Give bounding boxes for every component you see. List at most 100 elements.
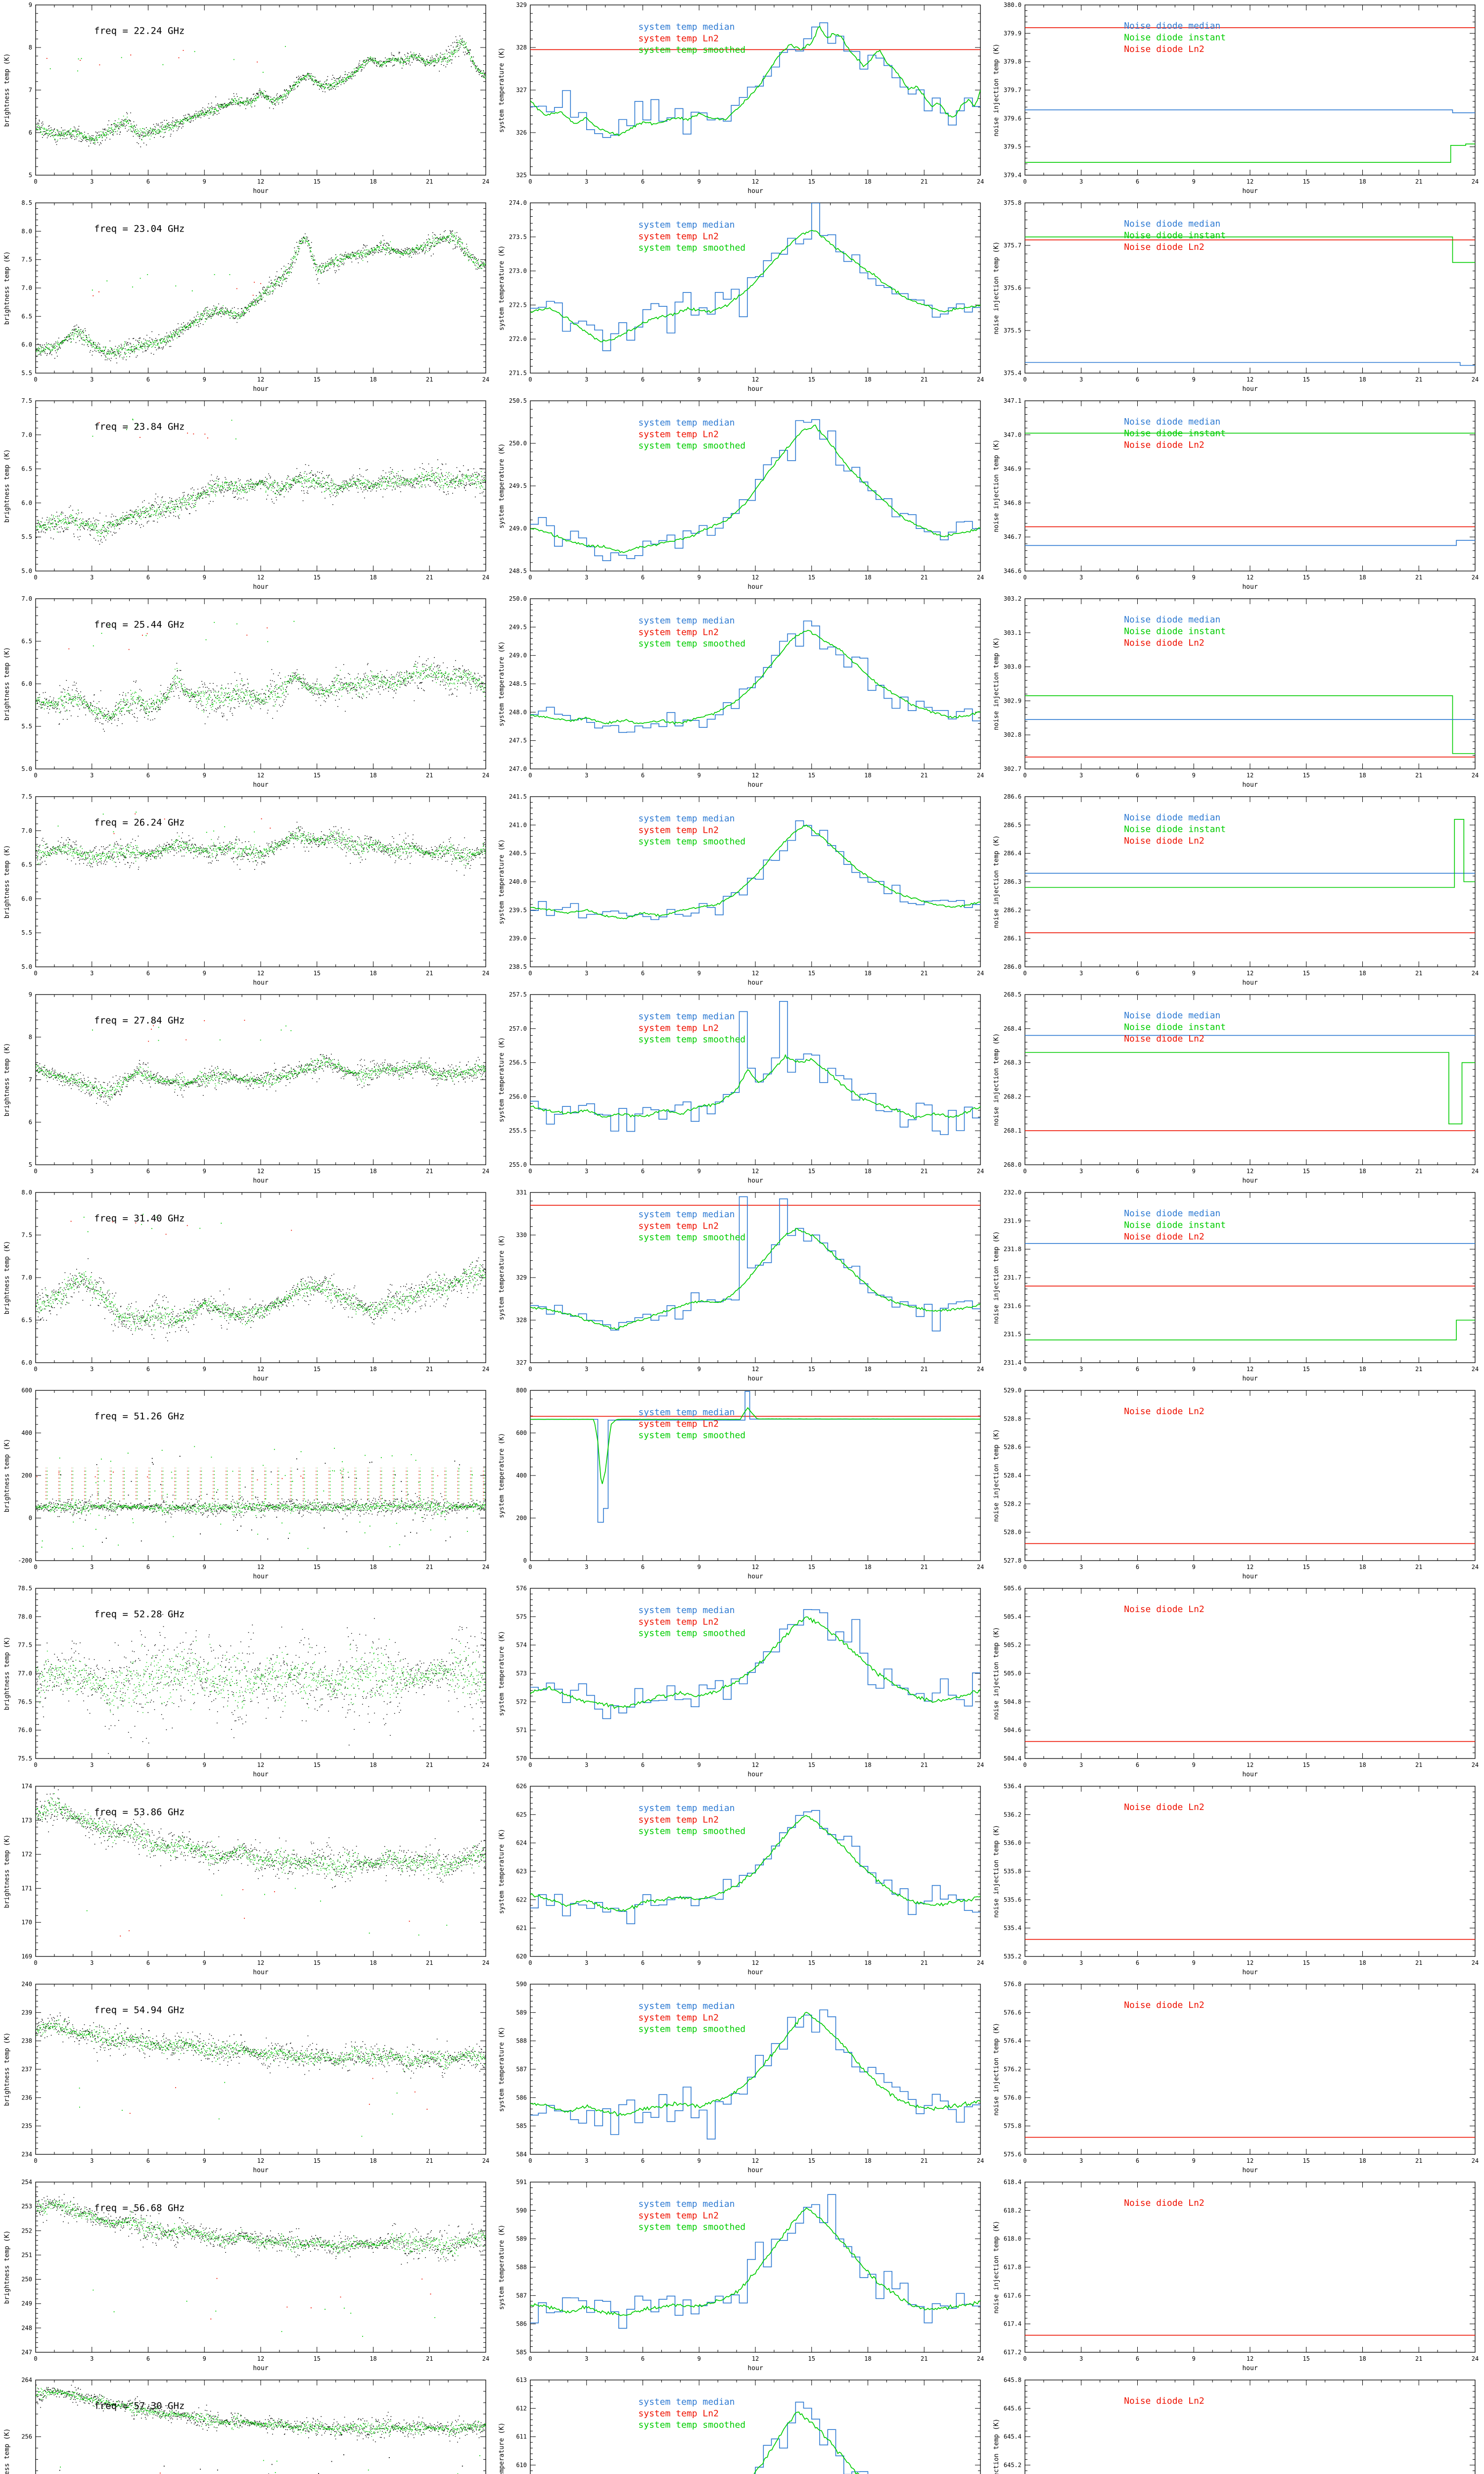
y-tick-label: 400 (516, 1472, 527, 1479)
x-tick-label: 9 (697, 376, 701, 383)
systemp-smoothed-line (530, 824, 980, 919)
x-tick-label: 21 (426, 970, 433, 977)
y-tick-label: 5.5 (21, 929, 32, 936)
x-tick-label: 15 (314, 2157, 321, 2164)
plot-cell-r8-col3: 0 3 6 9 12 15 18 21 24 527.8 528.0 528.2 528.4 528.6 5… (989, 1385, 1484, 1583)
y-tick-label: 5.0 (21, 765, 32, 772)
x-tick-label: 0 (1023, 772, 1026, 779)
x-tick-label: 12 (1247, 970, 1253, 977)
x-tick-label: 24 (977, 1761, 984, 1768)
legend-entry-red: system temp Ln2 (638, 2210, 719, 2221)
x-tick-label: 9 (1192, 574, 1196, 581)
stray-dots-green (60, 2455, 480, 2474)
y-tick-label: 240.0 (509, 878, 527, 885)
x-tick-label: 0 (528, 376, 532, 383)
y-tick-label: 238.5 (509, 963, 527, 970)
y-tick-label: 9 (29, 991, 32, 998)
legend-entry-blue: Noise diode median (1124, 1208, 1220, 1219)
y-tick-label: 6 (29, 1119, 32, 1126)
axes-frame (530, 2182, 981, 2353)
x-tick-label: 18 (864, 2355, 871, 2362)
x-tick-label: 12 (1247, 1761, 1253, 1768)
x-tick-label: 0 (34, 178, 37, 185)
y-tick-label: 576.6 (1004, 2009, 1021, 2016)
y-tick-label: 325 (516, 172, 527, 179)
legend-entry-green: system temp smoothed (638, 1826, 745, 1837)
legend-entry-red: Noise diode Ln2 (1124, 1406, 1205, 1417)
x-tick-label: 15 (1303, 1366, 1310, 1373)
x-tick-label: 3 (1079, 1366, 1083, 1373)
x-tick-label: 15 (808, 1761, 815, 1768)
plot-cell-r1-col1: 0 3 6 9 12 15 18 21 24 5 6 7 8 9 hour brightness temp (… (0, 0, 495, 198)
noise-diode-blue-line (1025, 362, 1475, 366)
legend-entry-green: Noise diode instant (1124, 626, 1226, 637)
x-tick-label: 3 (1079, 772, 1083, 779)
stray-dots-red (93, 282, 261, 296)
stray-dots-green (93, 620, 295, 647)
x-tick-label: 24 (482, 1959, 489, 1966)
x-axis-label: hour (253, 385, 268, 393)
x-tick-label: 12 (257, 2355, 264, 2362)
axes-frame (1024, 2379, 1476, 2474)
x-tick-label: 0 (1023, 1959, 1026, 1966)
x-tick-label: 15 (808, 772, 815, 779)
y-tick-label: 286.0 (1004, 963, 1021, 970)
plot-r5-col1: 0 3 6 9 12 15 18 21 24 5.0 5.5 6.0 6.5 7.0 7.5 hour brig… (3, 793, 489, 987)
x-tick-label: 6 (146, 1761, 150, 1768)
x-tick-label: 18 (864, 772, 871, 779)
y-tick-label: 77.5 (18, 1642, 32, 1649)
y-tick-label: 621 (516, 1925, 527, 1932)
x-tick-label: 6 (146, 970, 150, 977)
x-tick-label: 9 (1192, 2157, 1196, 2164)
legend-entry-green: system temp smoothed (638, 1628, 745, 1639)
x-tick-label: 18 (1359, 1168, 1366, 1175)
systemp-median-line (530, 1001, 980, 1135)
stray-dots-red (46, 50, 258, 65)
plot-r1-col1: 0 3 6 9 12 15 18 21 24 5 6 7 8 9 hour brightness temp (… (3, 1, 489, 195)
y-tick-label: 505.6 (1004, 1585, 1021, 1592)
plot-r6-col1: 0 3 6 9 12 15 18 21 24 5 6 7 8 9 hour brightness temp (… (3, 991, 489, 1185)
x-tick-label: 21 (426, 376, 433, 383)
x-axis-label: hour (1242, 2167, 1257, 2174)
legend-entry-blue: Noise diode median (1124, 21, 1220, 31)
y-tick-label: 590 (516, 1981, 527, 1988)
plot-cell-r7-col1: 0 3 6 9 12 15 18 21 24 6.0 6.5 7.0 7.5 8.0 hour brightn… (0, 1188, 495, 1385)
x-tick-label: 15 (808, 2157, 815, 2164)
x-tick-label: 15 (808, 970, 815, 977)
x-tick-label: 6 (641, 1564, 645, 1570)
x-tick-label: 0 (1023, 970, 1026, 977)
y-tick-label: 249.5 (509, 482, 527, 489)
stray-dots-green (92, 419, 236, 439)
x-axis-label: hour (747, 979, 763, 987)
x-axis-label: hour (747, 1177, 763, 1185)
x-tick-label: 21 (921, 2157, 928, 2164)
brightness-smoothed-scatter (36, 1055, 486, 1099)
y-tick-label: 330 (516, 1232, 527, 1238)
y-tick-label: 7 (29, 87, 32, 94)
x-tick-label: 3 (585, 1959, 588, 1966)
brightness-raw-scatter (36, 230, 486, 364)
x-tick-label: 24 (1472, 772, 1479, 779)
x-tick-label: 6 (146, 1366, 150, 1373)
x-tick-label: 12 (752, 1564, 759, 1570)
x-axis-label: hour (253, 1375, 268, 1382)
noise-diode-green-line (1025, 1320, 1475, 1340)
legend-entry-red: system temp Ln2 (638, 1419, 719, 1429)
x-axis-label: hour (253, 781, 268, 789)
stray-dots-red (98, 422, 208, 439)
y-tick-label: 613 (516, 2377, 527, 2383)
y-tick-label: 231.8 (1004, 1246, 1021, 1253)
x-tick-label: 0 (1023, 574, 1026, 581)
axes-frame (530, 1192, 981, 1363)
x-axis-label: hour (253, 2365, 268, 2372)
x-tick-label: 21 (921, 2355, 928, 2362)
plot-r13-col3: 03691215182124644.6644.8645.0645.2645.46… (993, 2377, 1476, 2474)
x-tick-label: 24 (977, 178, 984, 185)
y-tick-label: 528.4 (1004, 1472, 1021, 1479)
x-tick-label: 18 (1359, 376, 1366, 383)
y-tick-label: 645.8 (1004, 2377, 1021, 2383)
y-axis-label: noise injection temp (K) (993, 1627, 1000, 1720)
x-tick-label: 3 (585, 1761, 588, 1768)
y-tick-label: 6.0 (21, 499, 32, 506)
y-tick-label: 576.0 (1004, 2094, 1021, 2101)
